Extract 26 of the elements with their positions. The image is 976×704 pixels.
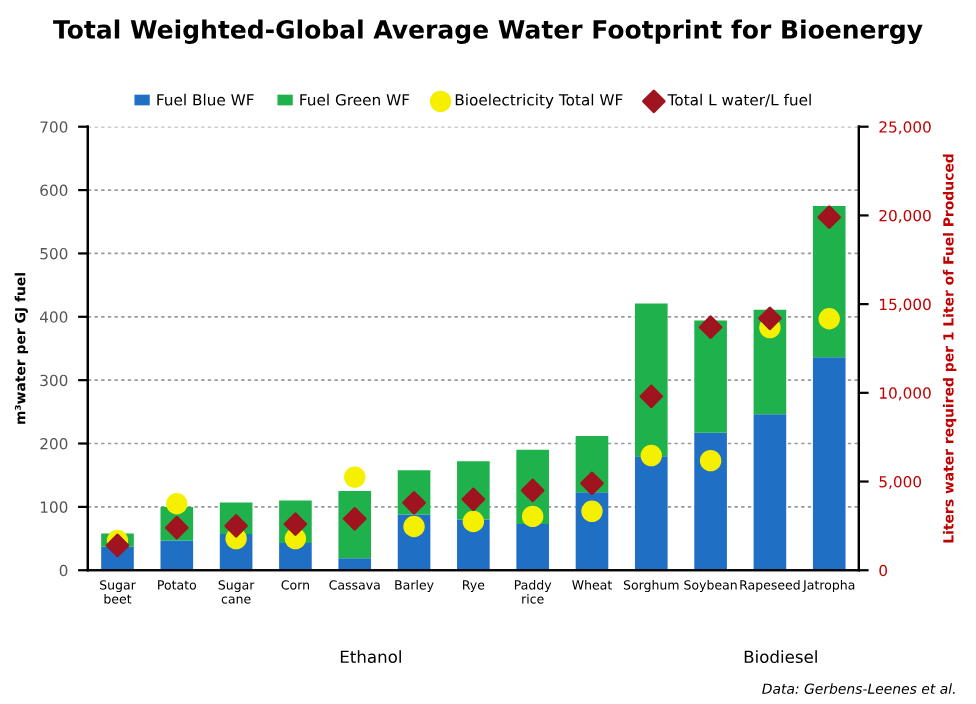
chart-title: Total Weighted-Global Average Water Footprint for Bioenergy	[53, 19, 923, 44]
point	[817, 205, 842, 229]
point	[639, 384, 664, 409]
point	[699, 449, 722, 472]
point	[581, 500, 603, 523]
point	[758, 306, 782, 331]
bar	[516, 523, 549, 571]
bar	[812, 357, 846, 571]
point	[105, 533, 130, 558]
point	[698, 315, 723, 339]
text: Biodiesel	[744, 650, 817, 664]
point	[344, 466, 366, 488]
bar	[160, 540, 194, 571]
point	[462, 510, 485, 533]
text: Ethanol	[340, 650, 401, 664]
point	[521, 505, 544, 528]
point	[403, 515, 425, 538]
bar	[694, 320, 727, 433]
point	[166, 493, 188, 515]
bar	[634, 456, 668, 571]
point	[640, 444, 662, 467]
point	[818, 307, 840, 330]
bar	[694, 432, 727, 571]
bar	[753, 414, 787, 571]
point	[580, 471, 604, 496]
bar	[338, 558, 372, 571]
